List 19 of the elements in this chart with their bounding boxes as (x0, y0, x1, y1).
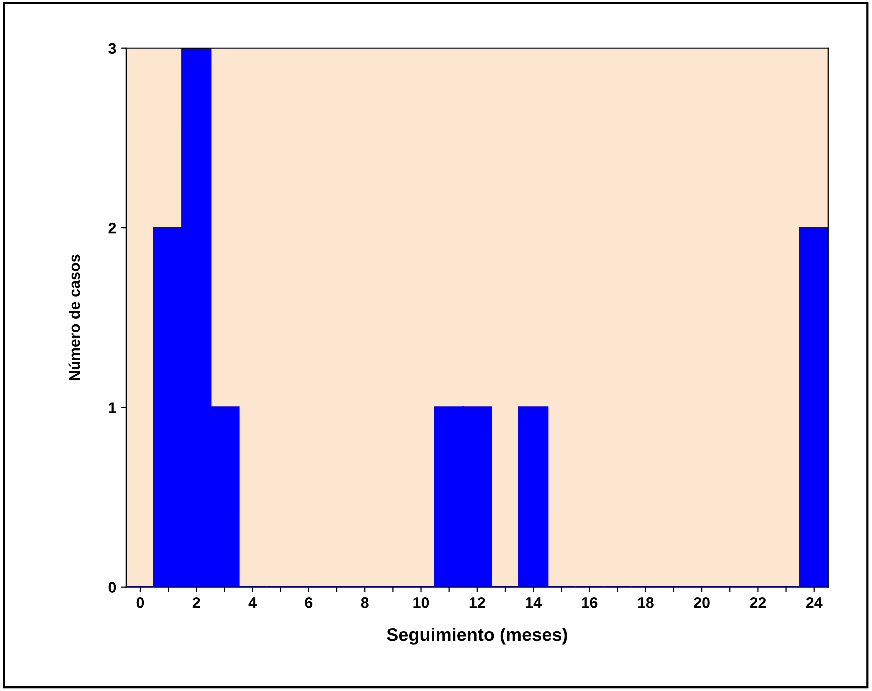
y-tick-label: 2 (108, 222, 116, 234)
y-tick-label: 3 (108, 43, 116, 54)
x-tick-label: 18 (638, 597, 654, 608)
y-tick-label: 1 (109, 402, 116, 414)
x-tick-label: 8 (361, 597, 369, 608)
x-axis-title: Seguimiento (meses) (387, 628, 568, 645)
x-tick-label: 16 (582, 597, 598, 608)
x-tick-label: 24 (806, 597, 823, 608)
x-tick-label: 2 (192, 597, 200, 608)
x-tick-label: 20 (694, 597, 710, 608)
x-tick-label: 14 (526, 598, 542, 608)
y-axis-title: Número de casos (68, 254, 80, 381)
x-tick-label: 10 (414, 597, 430, 608)
x-tick-label: 22 (750, 597, 766, 608)
x-tick-label: 12 (470, 597, 486, 608)
x-tick-label: 0 (136, 597, 144, 608)
x-tick-label: 6 (305, 597, 313, 608)
y-tick-label: 0 (108, 582, 116, 594)
x-tick-label: 4 (248, 598, 257, 608)
